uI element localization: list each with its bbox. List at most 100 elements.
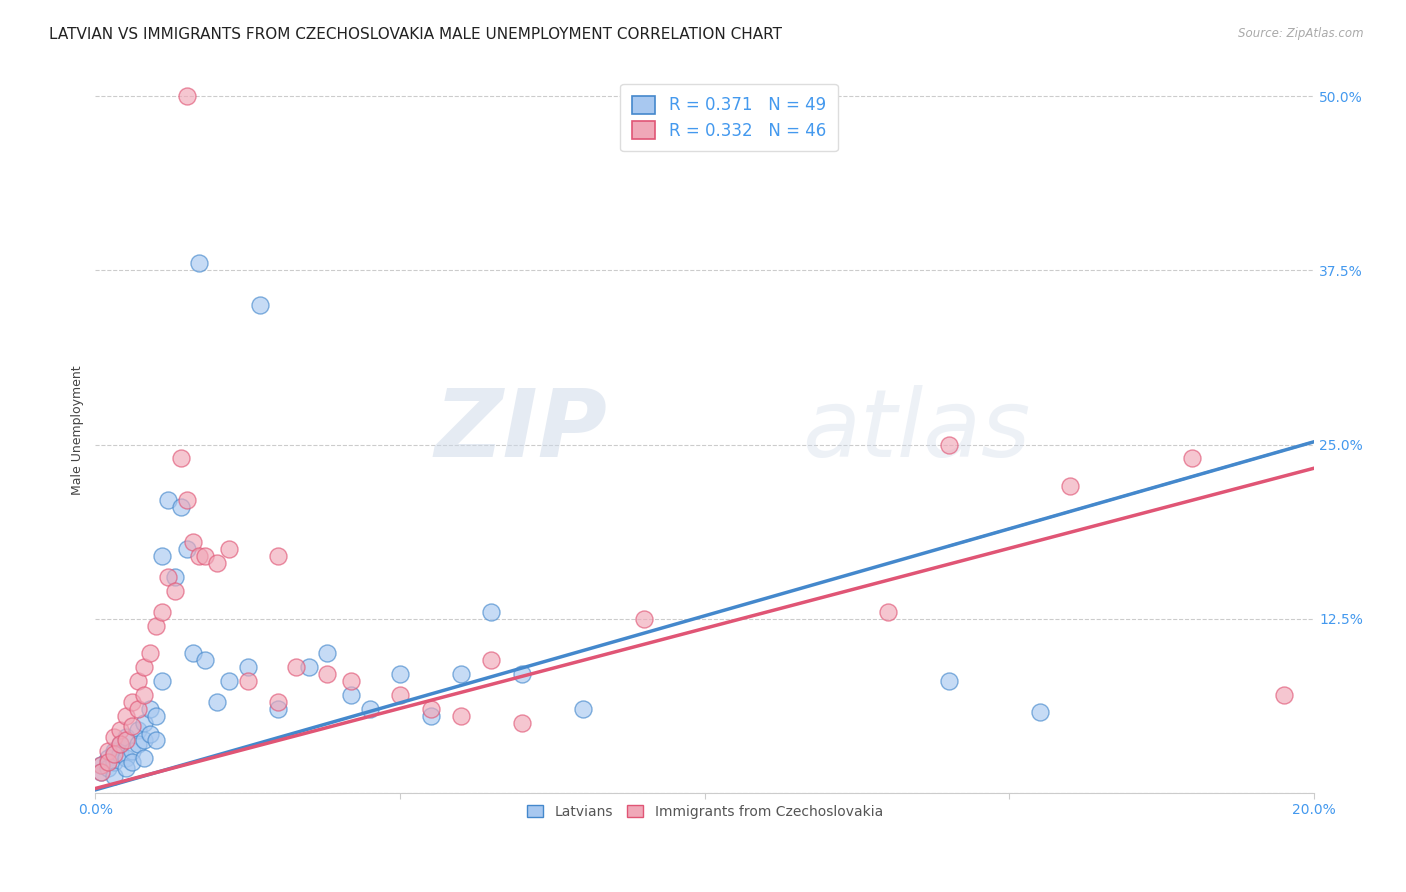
Point [121,719,143,733]
Point [139,727,162,741]
Point [236,660,259,674]
Point [876,605,898,619]
Point [176,89,198,103]
Point [150,674,173,689]
Point [103,769,125,783]
Point [481,653,503,667]
Point [419,709,441,723]
Text: LATVIAN VS IMMIGRANTS FROM CZECHOSLOVAKIA MALE UNEMPLOYMENT CORRELATION CHART: LATVIAN VS IMMIGRANTS FROM CZECHOSLOVAKI… [49,27,782,42]
Point [96,751,118,765]
Point [316,647,339,661]
Point [340,674,363,689]
Point [157,570,180,584]
Point [285,660,308,674]
Point [176,541,198,556]
Point [249,298,271,312]
Point [150,605,173,619]
Point [187,549,209,563]
Point [218,541,240,556]
Point [450,667,472,681]
Point [389,667,412,681]
Point [108,737,131,751]
Point [127,723,149,737]
Point [139,702,162,716]
Point [181,535,204,549]
Text: ZIP: ZIP [434,384,607,476]
Point [145,732,167,747]
Point [419,702,441,716]
Point [194,549,217,563]
Point [316,667,339,681]
Point [169,451,191,466]
Point [267,695,290,709]
Point [194,653,217,667]
Point [103,755,125,769]
Point [132,716,155,731]
Point [132,751,155,765]
Y-axis label: Male Unemployment: Male Unemployment [72,366,84,495]
Point [96,744,118,758]
Point [127,737,149,751]
Point [340,688,363,702]
Point [145,618,167,632]
Point [510,716,533,731]
Point [938,437,960,451]
Point [96,755,118,769]
Point [572,702,595,716]
Point [90,764,112,779]
Legend: Latvians, Immigrants from Czechoslovakia: Latvians, Immigrants from Czechoslovakia [520,797,890,825]
Point [157,493,180,508]
Point [510,667,533,681]
Point [139,647,162,661]
Point [103,744,125,758]
Point [450,709,472,723]
Point [236,674,259,689]
Point [114,732,136,747]
Point [1272,688,1295,702]
Point [169,500,191,515]
Point [267,702,290,716]
Point [163,570,186,584]
Point [359,702,381,716]
Point [187,256,209,270]
Point [633,611,655,625]
Point [114,761,136,775]
Point [1059,479,1081,493]
Point [103,730,125,744]
Point [181,647,204,661]
Point [90,764,112,779]
Point [127,674,149,689]
Point [150,549,173,563]
Text: Source: ZipAtlas.com: Source: ZipAtlas.com [1239,27,1364,40]
Point [103,747,125,761]
Point [298,660,321,674]
Point [108,747,131,761]
Point [132,688,155,702]
Point [127,702,149,716]
Point [90,757,112,772]
Point [267,549,290,563]
Point [108,737,131,751]
Point [176,493,198,508]
Point [207,556,229,570]
Point [132,732,155,747]
Point [114,730,136,744]
Text: atlas: atlas [803,385,1031,476]
Point [114,709,136,723]
Point [121,755,143,769]
Point [1029,705,1052,719]
Point [218,674,240,689]
Point [938,674,960,689]
Point [481,605,503,619]
Point [121,695,143,709]
Point [108,723,131,737]
Point [1181,451,1204,466]
Point [121,744,143,758]
Point [90,757,112,772]
Point [145,709,167,723]
Point [207,695,229,709]
Point [96,761,118,775]
Point [389,688,412,702]
Point [114,751,136,765]
Point [132,660,155,674]
